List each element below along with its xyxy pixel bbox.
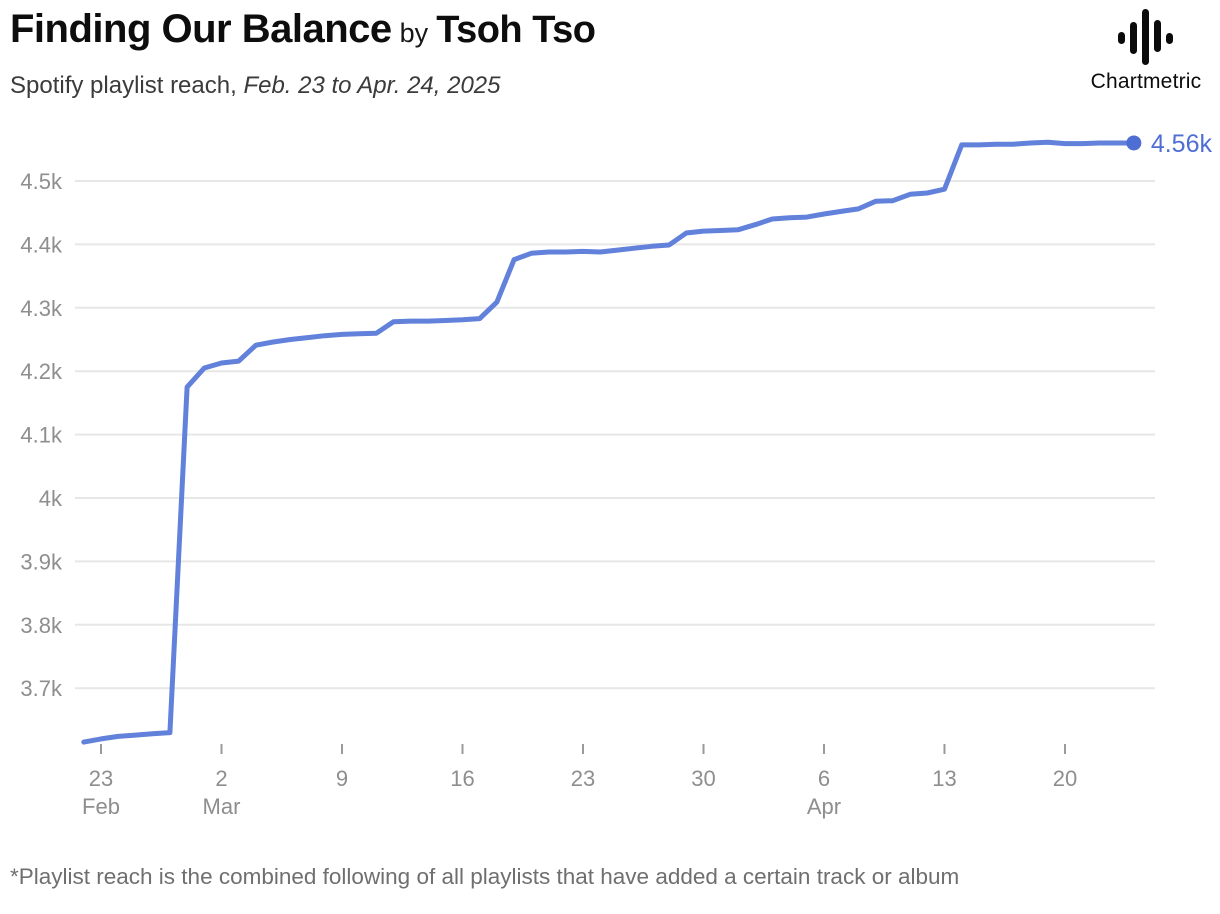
end-value-label: 4.56k xyxy=(1151,130,1213,158)
x-axis-day-label: 6 xyxy=(818,766,830,791)
end-point-dot xyxy=(1126,135,1142,151)
x-axis-month-label: Feb xyxy=(82,794,120,819)
x-axis-day-label: 23 xyxy=(89,766,113,791)
x-axis-day-label: 30 xyxy=(691,766,715,791)
playlist-reach-line xyxy=(81,139,1137,745)
y-axis-label: 3.8k xyxy=(20,613,63,638)
x-axis-month-label: Mar xyxy=(203,794,241,819)
x-axis-day-label: 2 xyxy=(215,766,227,791)
chartmetric-logo: Chartmetric xyxy=(1082,7,1210,94)
x-axis-day-label: 23 xyxy=(571,766,595,791)
subtitle-metric: Spotify playlist reach, xyxy=(10,72,244,99)
y-axis-label: 4.3k xyxy=(20,296,63,321)
chart-subtitle: Spotify playlist reach, Feb. 23 to Apr. … xyxy=(10,72,501,100)
track-title: Finding Our Balance xyxy=(10,7,392,51)
y-axis-label: 3.7k xyxy=(20,676,63,701)
x-axis-day-label: 13 xyxy=(932,766,956,791)
x-axis-day-label: 20 xyxy=(1053,766,1077,791)
y-axis-label: 3.9k xyxy=(20,549,63,574)
subtitle-date-range: Feb. 23 to Apr. 24, 2025 xyxy=(243,72,501,99)
x-axis-day-label: 9 xyxy=(336,766,348,791)
playlist-reach-footnote: *Playlist reach is the combined followin… xyxy=(10,864,960,889)
artist-name: Tsoh Tso xyxy=(436,9,596,51)
y-axis-label: 4.2k xyxy=(20,359,63,384)
by-connector: by xyxy=(399,18,429,48)
y-axis-label: 4.4k xyxy=(20,232,63,257)
x-axis-day-label: 16 xyxy=(450,766,474,791)
chart-header: Finding Our Balance by Tsoh Tso Spotify pl… xyxy=(10,6,1070,99)
chartmetric-wordmark: Chartmetric xyxy=(1090,70,1202,93)
y-axis-label: 4.1k xyxy=(20,423,63,448)
chartmetric-waveform-icon xyxy=(1118,9,1173,65)
y-axis-label: 4k xyxy=(39,486,63,511)
y-axis-label: 4.5k xyxy=(20,169,63,194)
x-axis-month-label: Apr xyxy=(807,794,841,819)
page-title: Finding Our Balance by Tsoh Tso xyxy=(10,6,1070,53)
